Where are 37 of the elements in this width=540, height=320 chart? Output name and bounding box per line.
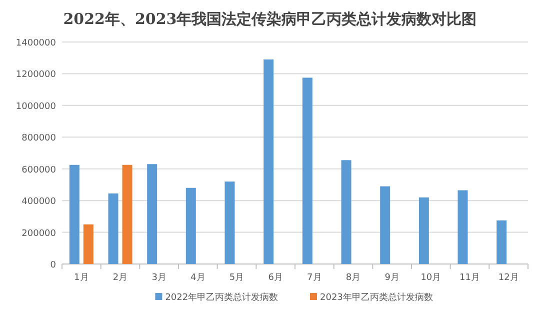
x-tick-label: 12月 bbox=[498, 273, 519, 283]
x-tick-label: 10月 bbox=[420, 273, 442, 283]
x-tick-label: 7月 bbox=[307, 273, 322, 283]
x-tick-label: 2月 bbox=[112, 273, 128, 283]
x-tick-label: 5月 bbox=[229, 273, 244, 283]
x-tick-label: 3月 bbox=[152, 273, 166, 283]
y-tick-label: 800000 bbox=[22, 134, 56, 144]
bar bbox=[341, 160, 352, 264]
x-tick-label: 4月 bbox=[190, 273, 206, 283]
y-tick-label: 600000 bbox=[22, 165, 56, 176]
y-tick-label: 1400000 bbox=[16, 38, 56, 48]
legend-label: 2023年甲乙丙类总计发病数 bbox=[320, 292, 433, 303]
chart-title: 2022年、2023年我国法定传染病甲乙丙类总计发病数对比图 bbox=[63, 10, 477, 28]
x-tick-label: 9月 bbox=[384, 273, 400, 283]
bar bbox=[496, 220, 507, 264]
bar bbox=[418, 197, 429, 264]
x-tick-label: 11月 bbox=[460, 273, 480, 283]
bar bbox=[458, 190, 468, 264]
bar bbox=[380, 186, 390, 264]
legend-label: 2022年甲乙丙类总计发病数 bbox=[165, 292, 278, 303]
x-tick-label: 8月 bbox=[346, 273, 361, 283]
bar bbox=[147, 164, 158, 264]
bar bbox=[264, 59, 274, 264]
bar bbox=[108, 193, 118, 264]
bar bbox=[224, 182, 235, 264]
bar bbox=[186, 188, 196, 264]
y-tick-label: 200000 bbox=[22, 228, 56, 239]
x-tick-label: 1月 bbox=[74, 273, 89, 283]
y-tick-label: 400000 bbox=[22, 197, 56, 208]
bar bbox=[122, 164, 132, 264]
bar bbox=[83, 224, 94, 264]
y-tick-label: 0 bbox=[50, 260, 56, 270]
y-tick-label: 1200000 bbox=[16, 70, 56, 80]
bar bbox=[302, 78, 312, 264]
bar bbox=[69, 164, 80, 264]
x-tick-label: 6月 bbox=[268, 273, 283, 283]
y-tick-label: 1000000 bbox=[16, 102, 56, 112]
